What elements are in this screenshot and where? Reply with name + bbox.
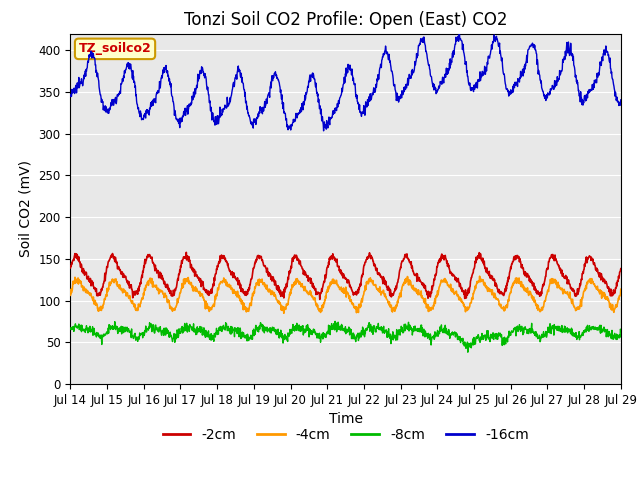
X-axis label: Time: Time [328,412,363,426]
Y-axis label: Soil CO2 (mV): Soil CO2 (mV) [19,160,33,257]
Legend: -2cm, -4cm, -8cm, -16cm: -2cm, -4cm, -8cm, -16cm [157,422,534,447]
Title: Tonzi Soil CO2 Profile: Open (East) CO2: Tonzi Soil CO2 Profile: Open (East) CO2 [184,11,508,29]
Text: TZ_soilco2: TZ_soilco2 [79,42,152,55]
